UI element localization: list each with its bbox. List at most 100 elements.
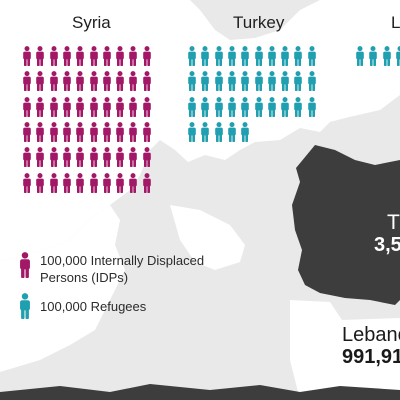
- person-icon-idp: [20, 252, 30, 278]
- idp-person-icon: [36, 46, 45, 66]
- refugee-person-icon: [369, 46, 378, 66]
- refugee-person-icon: [188, 71, 196, 92]
- refugee-person-icon: [241, 121, 249, 142]
- idp-person-icon: [116, 96, 124, 117]
- refugee-person-icon: [188, 121, 196, 142]
- refugee-person-icon: [201, 121, 210, 142]
- refugee-person-icon: [214, 96, 223, 117]
- idp-person-icon: [142, 46, 151, 66]
- idp-person-icon: [102, 172, 111, 193]
- idp-person-icon: [116, 71, 124, 92]
- map-label-lebanon-name: Lebano: [342, 324, 400, 346]
- legend-label-idp: 100,000 Internally Displaced Persons (ID…: [40, 253, 205, 285]
- idp-person-icon: [23, 172, 31, 193]
- idp-person-icon: [129, 121, 138, 142]
- refugee-person-icon: [267, 96, 276, 117]
- map-land-balkan: [0, 205, 125, 372]
- idp-person-icon: [49, 172, 58, 193]
- idp-person-icon: [23, 121, 31, 142]
- idp-person-icon: [76, 172, 84, 193]
- idp-person-icon: [36, 71, 45, 92]
- idp-person-icon: [129, 46, 138, 66]
- idp-person-icon: [63, 96, 71, 117]
- idp-person-icon: [36, 96, 45, 117]
- idp-person-icon: [102, 121, 111, 142]
- legend-label-refugee: 100,000 Refugees: [40, 299, 147, 314]
- refugee-person-icon: [241, 46, 249, 66]
- idp-person-icon: [102, 147, 111, 168]
- refugee-person-icon: [356, 46, 364, 66]
- refugee-person-icon: [228, 71, 236, 92]
- map-land-anatolia-edge: [170, 205, 245, 270]
- idp-person-icon: [129, 96, 138, 117]
- idp-person-icon: [76, 46, 84, 66]
- idp-person-icon: [49, 71, 58, 92]
- column-title-syria: Syria: [72, 13, 111, 32]
- refugee-person-icon: [267, 71, 276, 92]
- idp-person-icon: [63, 147, 71, 168]
- idp-person-icon: [23, 96, 31, 117]
- refugee-person-icon: [201, 46, 210, 66]
- refugee-person-icon: [228, 46, 236, 66]
- refugee-person-icon: [201, 71, 210, 92]
- idp-person-icon: [36, 147, 45, 168]
- map-dark-coast: [0, 384, 400, 400]
- refugee-person-icon: [254, 71, 263, 92]
- idp-person-icon: [63, 71, 71, 92]
- refugee-person-icon: [214, 121, 223, 142]
- idp-person-icon: [142, 96, 151, 117]
- refugee-person-icon: [267, 46, 276, 66]
- refugee-person-icon: [294, 96, 303, 117]
- idp-person-icon: [89, 121, 98, 142]
- idp-person-icon: [142, 121, 151, 142]
- map-label-lebanon-value: 991,91: [342, 346, 400, 368]
- map-land-lower-right: [290, 300, 400, 400]
- refugee-person-icon: [307, 71, 316, 92]
- idp-person-icon: [23, 71, 31, 92]
- idp-person-icon: [36, 172, 45, 193]
- idp-person-icon: [116, 46, 124, 66]
- refugee-person-icon: [228, 96, 236, 117]
- idp-person-icon: [23, 147, 31, 168]
- idp-person-icon: [142, 147, 151, 168]
- refugee-person-icon: [307, 46, 316, 66]
- refugee-person-icon: [201, 96, 210, 117]
- idp-person-icon: [63, 46, 71, 66]
- column-title-turkey: Turkey: [233, 13, 285, 32]
- idp-person-icon: [63, 172, 71, 193]
- refugee-person-icon: [294, 46, 303, 66]
- refugee-person-icon: [241, 96, 249, 117]
- idp-person-icon: [76, 147, 84, 168]
- idp-person-icon: [76, 121, 84, 142]
- idp-person-icon: [142, 71, 151, 92]
- idp-person-icon: [36, 121, 45, 142]
- idp-person-icon: [89, 96, 98, 117]
- map-dark-islet: [304, 158, 316, 170]
- refugee-person-icon: [382, 46, 391, 66]
- refugee-person-icon: [188, 96, 196, 117]
- map-label-turkey-name: T: [387, 211, 400, 234]
- refugee-person-icon: [254, 96, 263, 117]
- idp-person-icon: [23, 46, 31, 66]
- refugee-person-icon: [214, 71, 223, 92]
- legend-item-idp: 100,000 Internally Displaced Persons (ID…: [18, 252, 248, 286]
- idp-person-icon: [129, 71, 138, 92]
- idp-person-icon: [102, 46, 111, 66]
- idp-person-icon: [102, 71, 111, 92]
- idp-person-icon: [89, 147, 98, 168]
- person-icon-refugee: [20, 293, 30, 319]
- refugee-person-icon: [396, 46, 400, 66]
- idp-person-icon: [89, 71, 98, 92]
- idp-person-icon: [102, 96, 111, 117]
- refugee-person-icon: [294, 71, 303, 92]
- refugee-person-icon: [254, 46, 263, 66]
- refugee-person-icon: [228, 121, 236, 142]
- idp-person-icon: [63, 121, 71, 142]
- refugee-person-icon: [281, 71, 289, 92]
- refugee-person-icon: [281, 96, 289, 117]
- refugee-person-icon: [214, 46, 223, 66]
- column-title-third: L: [391, 13, 400, 32]
- idp-person-icon: [89, 172, 98, 193]
- idp-person-icon: [129, 172, 138, 193]
